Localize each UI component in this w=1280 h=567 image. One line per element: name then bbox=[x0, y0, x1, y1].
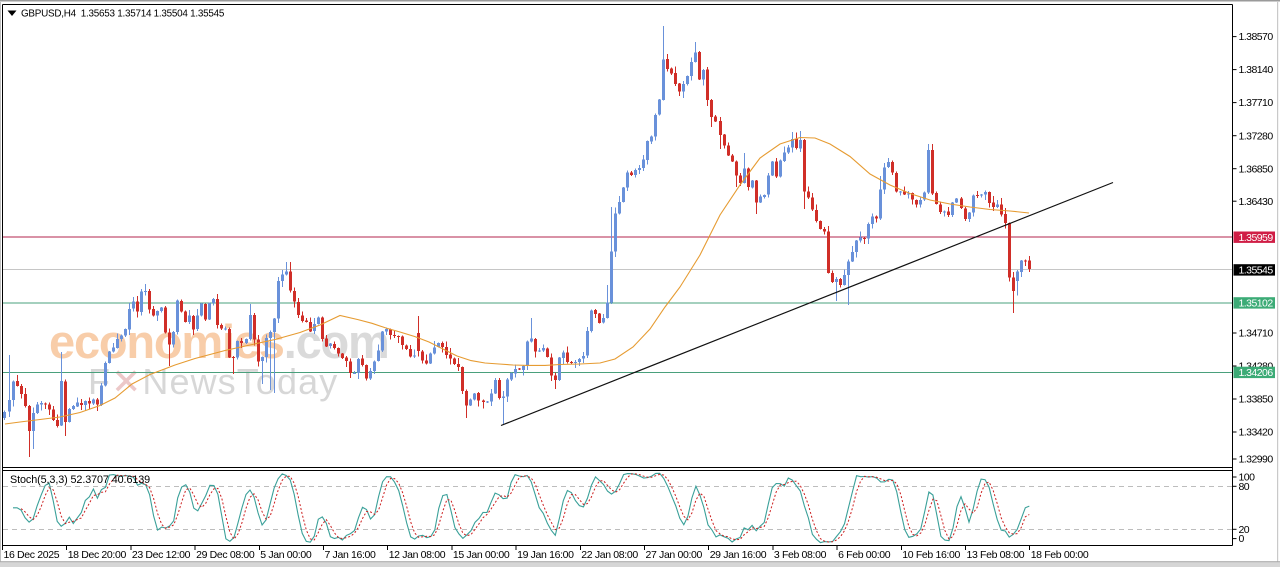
svg-text:1.37710: 1.37710 bbox=[1239, 97, 1274, 109]
svg-text:12 Jan 08:00: 12 Jan 08:00 bbox=[389, 549, 446, 561]
svg-text:3 Feb 08:00: 3 Feb 08:00 bbox=[774, 549, 827, 561]
svg-text:1.38570: 1.38570 bbox=[1239, 31, 1274, 43]
svg-text:15 Jan 00:00: 15 Jan 00:00 bbox=[453, 549, 510, 561]
svg-text:1.35545: 1.35545 bbox=[1239, 265, 1274, 277]
svg-text:1.36430: 1.36430 bbox=[1239, 196, 1274, 208]
svg-text:22 Jan 08:00: 22 Jan 08:00 bbox=[581, 549, 638, 561]
svg-text:1.35959: 1.35959 bbox=[1239, 232, 1274, 244]
svg-text:29 Dec 08:00: 29 Dec 08:00 bbox=[196, 549, 255, 561]
svg-text:1.35102: 1.35102 bbox=[1239, 298, 1274, 310]
svg-text:16 Dec 2025: 16 Dec 2025 bbox=[4, 549, 60, 561]
svg-text:100: 100 bbox=[1239, 472, 1256, 484]
svg-text:7 Jan 16:00: 7 Jan 16:00 bbox=[325, 549, 377, 561]
svg-text:1.34710: 1.34710 bbox=[1239, 328, 1274, 340]
svg-text:GBPUSD,H4 1.35653 1.35714 1.3: GBPUSD,H4 1.35653 1.35714 1.35504 1.3554… bbox=[21, 9, 225, 20]
svg-text:1.36850: 1.36850 bbox=[1239, 163, 1274, 175]
svg-text:0: 0 bbox=[1239, 533, 1245, 545]
svg-text:1.34206: 1.34206 bbox=[1239, 367, 1274, 379]
svg-text:1.33850: 1.33850 bbox=[1239, 394, 1274, 406]
svg-text:29 Jan 16:00: 29 Jan 16:00 bbox=[710, 549, 767, 561]
svg-text:F✕NewsToday: F✕NewsToday bbox=[88, 361, 338, 402]
svg-text:5 Jan 00:00: 5 Jan 00:00 bbox=[260, 549, 312, 561]
svg-text:19 Jan 16:00: 19 Jan 16:00 bbox=[517, 549, 574, 561]
svg-text:18 Feb 00:00: 18 Feb 00:00 bbox=[1031, 549, 1089, 561]
svg-text:1.37280: 1.37280 bbox=[1239, 130, 1274, 142]
svg-text:10 Feb 16:00: 10 Feb 16:00 bbox=[902, 549, 960, 561]
svg-text:18 Dec 20:00: 18 Dec 20:00 bbox=[68, 549, 127, 561]
svg-text:80: 80 bbox=[1239, 481, 1250, 493]
svg-text:27 Jan 00:00: 27 Jan 00:00 bbox=[646, 549, 703, 561]
svg-text:1.32990: 1.32990 bbox=[1239, 454, 1274, 466]
svg-text:1.33420: 1.33420 bbox=[1239, 427, 1274, 439]
svg-text:13 Feb 08:00: 13 Feb 08:00 bbox=[967, 549, 1025, 561]
svg-text:6 Feb 00:00: 6 Feb 00:00 bbox=[838, 549, 891, 561]
svg-text:23 Dec 12:00: 23 Dec 12:00 bbox=[132, 549, 191, 561]
svg-text:20: 20 bbox=[1239, 524, 1250, 536]
svg-text:1.38140: 1.38140 bbox=[1239, 64, 1274, 76]
svg-text:Stoch(5,3,3) 52.3707 40.6139: Stoch(5,3,3) 52.3707 40.6139 bbox=[10, 474, 150, 486]
